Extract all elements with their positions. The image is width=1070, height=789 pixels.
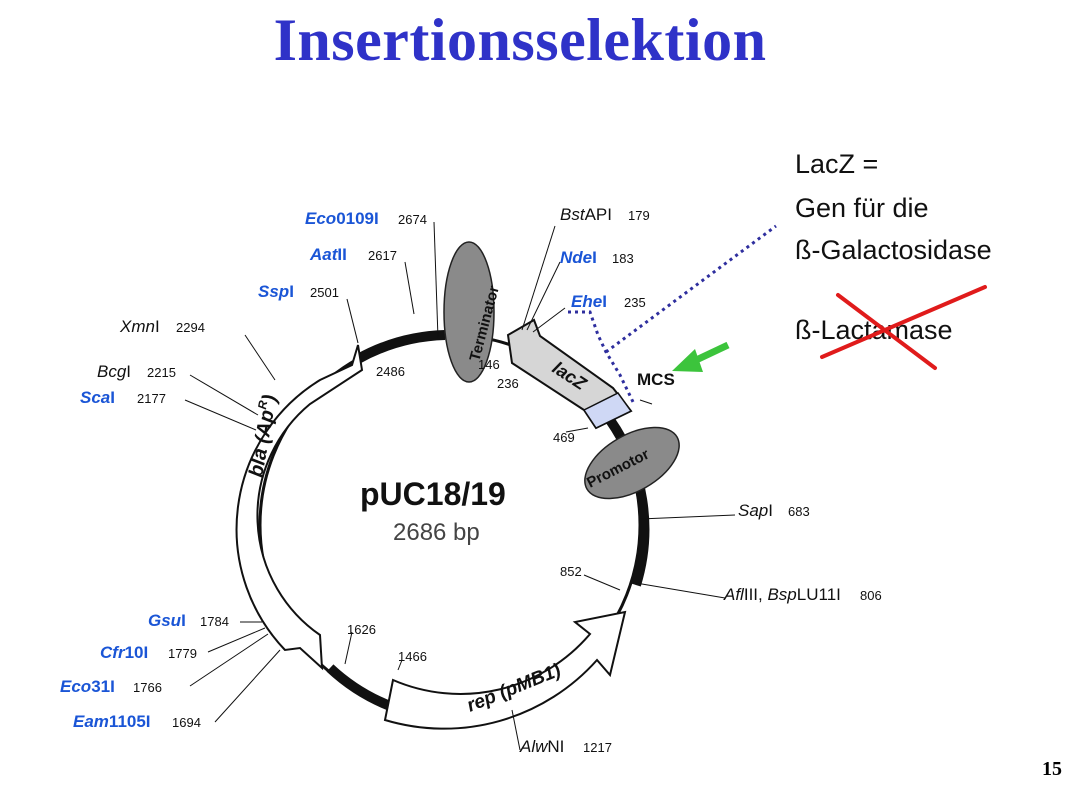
site-ehei: EheI <box>571 292 607 311</box>
site-sapi-num: 683 <box>788 504 810 519</box>
pos-852: 852 <box>560 564 582 579</box>
plasmid-name: pUC18/19 <box>360 476 506 512</box>
site-ehei-num: 235 <box>624 295 646 310</box>
site-aatii: AatII <box>309 245 347 264</box>
site-sspi-num: 2501 <box>310 285 339 300</box>
site-alwni: AlwNI <box>519 737 564 756</box>
plasmid-size: 2686 bp <box>393 519 480 546</box>
site-sapi: SapI <box>738 501 773 520</box>
site-aatii-num: 2617 <box>368 248 397 263</box>
pos-2486: 2486 <box>376 364 405 379</box>
pos-469: 469 <box>553 430 575 445</box>
site-ndei: NdeI <box>560 248 597 267</box>
site-cfr10i: Cfr10I <box>100 643 148 662</box>
backbone-segment-bottom <box>330 668 390 706</box>
site-bstapi: BstAPI <box>560 205 612 224</box>
green-arrow-icon <box>672 345 728 372</box>
site-eco0109i: Eco0109I <box>305 209 379 228</box>
site-eam1105i-num: 1694 <box>172 715 201 730</box>
site-alwni-num: 1217 <box>583 740 612 755</box>
site-bcgi: BcgI <box>97 362 131 381</box>
site-xmni: XmnI <box>119 317 160 336</box>
mcs-label: MCS <box>637 370 675 389</box>
site-ndei-num: 183 <box>612 251 634 266</box>
site-eco0109i-num: 2674 <box>398 212 427 227</box>
site-afliii: AflIII, BspLU11I <box>723 585 841 604</box>
pos-236: 236 <box>497 376 519 391</box>
pos-146: 146 <box>478 357 500 372</box>
site-sspi: SspI <box>258 282 294 301</box>
site-afliii-num: 806 <box>860 588 882 603</box>
site-eco31i-num: 1766 <box>133 680 162 695</box>
pos-1626: 1626 <box>347 622 376 637</box>
site-gsui-num: 1784 <box>200 614 229 629</box>
site-xmni-num: 2294 <box>176 320 205 335</box>
rep-gene-arrow <box>385 612 625 729</box>
note-gen: Gen für die <box>795 193 929 223</box>
site-bstapi-num: 179 <box>628 208 650 223</box>
site-scai-num: 2177 <box>137 391 166 406</box>
site-scai: ScaI <box>80 388 115 407</box>
site-eam1105i: Eam1105I <box>73 712 151 731</box>
note-lacz: LacZ = <box>795 149 878 179</box>
site-bcgi-num: 2215 <box>147 365 176 380</box>
pos-1466: 1466 <box>398 649 427 664</box>
site-gsui: GsuI <box>148 611 186 630</box>
bla-gene-arrow <box>237 345 362 668</box>
page-number: 15 <box>1042 758 1062 781</box>
site-cfr10i-num: 1779 <box>168 646 197 661</box>
site-eco31i: Eco31I <box>60 677 115 696</box>
dotted-line-note <box>606 226 776 352</box>
note-galactosidase: ß-Galactosidase <box>795 235 992 265</box>
backbone-segment-top <box>358 335 445 359</box>
